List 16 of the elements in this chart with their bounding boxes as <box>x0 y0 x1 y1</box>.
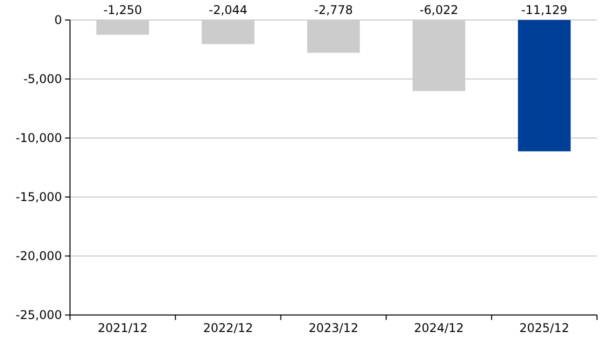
y-tick-label: -15,000 <box>16 190 62 204</box>
x-tick-label: 2024/12 <box>414 321 464 335</box>
data-label: -2,044 <box>208 3 248 17</box>
y-tick-label: -5,000 <box>23 72 62 86</box>
data-label: -11,129 <box>521 3 568 17</box>
y-tick-label: -10,000 <box>16 131 62 146</box>
x-tick-label: 2023/12 <box>308 321 358 335</box>
data-label: -1,250 <box>103 3 142 17</box>
y-tick-label: -20,000 <box>16 249 62 264</box>
x-tick-label: 2021/12 <box>98 321 148 335</box>
data-label: -2,778 <box>314 3 353 17</box>
y-tick-label: -25,000 <box>16 308 62 322</box>
x-tick-label: 2022/12 <box>203 321 254 335</box>
y-tick-label: 0 <box>54 13 62 28</box>
x-tick-label: 2025/12 <box>519 321 570 335</box>
data-label: -6,022 <box>420 3 458 17</box>
